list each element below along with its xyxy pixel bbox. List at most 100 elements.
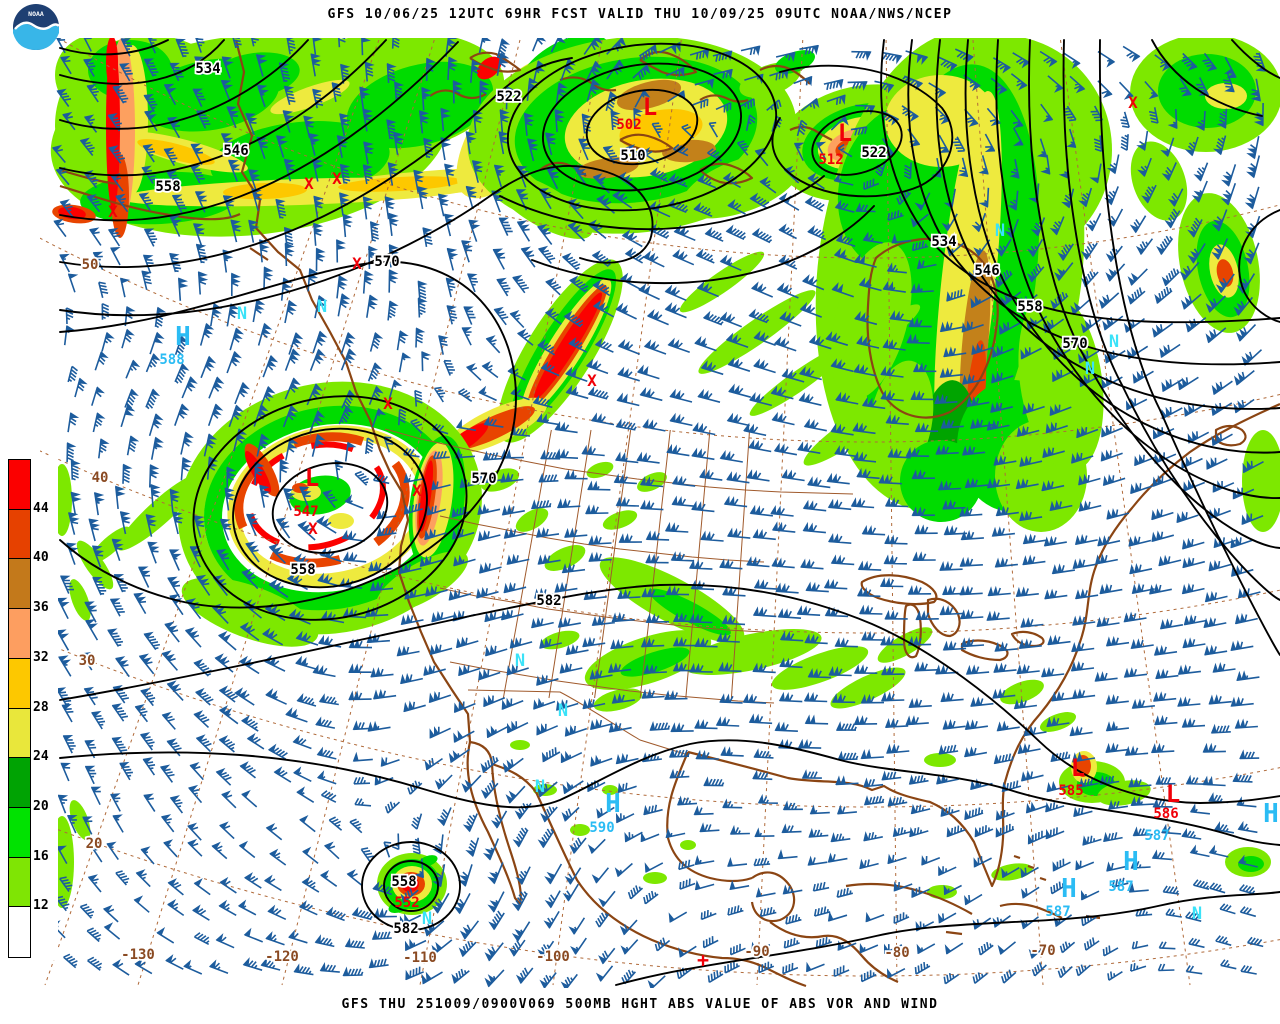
- colorbar-segment: [8, 508, 31, 560]
- neutral-marker: N: [995, 221, 1005, 241]
- contour-label: 534: [195, 61, 220, 77]
- low-height-value: 585: [1058, 783, 1083, 799]
- longitude-label: -110: [403, 950, 437, 966]
- high-height-value: 588: [159, 352, 184, 368]
- high-height-value: 590: [589, 820, 614, 836]
- colorbar-tick-label: 44: [33, 500, 49, 516]
- contour-label: 570: [1062, 336, 1087, 352]
- contour-label: 558: [391, 874, 416, 890]
- colorbar-segment: [8, 806, 31, 858]
- low-height-value: 512: [818, 152, 843, 168]
- colorbar-tick-label: 36: [33, 600, 49, 616]
- wind-barbs: [50, 38, 1267, 988]
- contour-label: 582: [536, 593, 561, 609]
- colorbar-legend: 44 40 36 32 28 24 20 16 12: [6, 456, 58, 960]
- contour-label: 570: [374, 254, 399, 270]
- longitude-label: -80: [884, 945, 909, 961]
- vorticity-max-icon: X: [108, 202, 118, 221]
- noaa-logo-sea: [13, 23, 59, 50]
- longitude-label: -90: [744, 944, 769, 960]
- contour-label: 558: [155, 179, 180, 195]
- high-pressure-icon: H: [1123, 847, 1139, 877]
- neutral-marker: N: [535, 777, 545, 797]
- low-pressure-icon: L: [1166, 780, 1180, 808]
- neutral-marker: N: [422, 909, 432, 929]
- neutral-marker: N: [558, 701, 568, 721]
- high-pressure-icon: H: [175, 322, 191, 352]
- contour-label: 534: [931, 234, 956, 250]
- plus-marker: +: [697, 948, 709, 972]
- low-height-value: 502: [616, 117, 641, 133]
- contour-label: 522: [496, 89, 521, 105]
- vorticity-max-icon: X: [308, 519, 318, 538]
- map-footer-title: GFS THU 251009/0900V069 500MB HGHT ABS V…: [341, 997, 939, 1012]
- vorticity-max-icon: X: [587, 371, 597, 390]
- longitude-label: -100: [536, 949, 570, 965]
- contour-label: 546: [974, 263, 999, 279]
- high-height-value: 587: [1045, 904, 1070, 920]
- colorbar-tick-label: 40: [33, 550, 49, 566]
- contour-label: 522: [861, 145, 886, 161]
- neutral-marker: N: [317, 297, 327, 317]
- low-height-value: 586: [1153, 806, 1178, 822]
- longitude-label: -130: [121, 947, 155, 963]
- colorbar-tick-label: 12: [33, 898, 49, 914]
- colorbar-segment: [8, 558, 31, 610]
- latitude-label: 50: [82, 257, 99, 273]
- colorbar-segment: [8, 707, 31, 759]
- high-height-value: 587: [1108, 879, 1133, 895]
- latitude-label: 30: [79, 653, 96, 669]
- longitude-label: -120: [265, 949, 299, 965]
- map-labels: 534 546 558 522 510 570 522 534 546 558 570 570 582 5…: [77, 59, 1279, 972]
- high-pressure-icon: H: [1263, 799, 1279, 829]
- latitude-label: 40: [92, 470, 109, 486]
- neutral-marker: N: [237, 304, 247, 324]
- contour-label: 582: [393, 921, 418, 937]
- contour-label: 546: [223, 143, 248, 159]
- neutral-marker: N: [515, 651, 525, 671]
- neutral-marker: N: [1192, 904, 1202, 924]
- noaa-gull-icon: [14, 21, 60, 30]
- colorbar-segment: [8, 459, 31, 510]
- latitude-label: 20: [86, 836, 103, 852]
- colorbar-segment: [8, 657, 31, 709]
- colorbar-tick-label: 28: [33, 699, 49, 715]
- low-height-value: 547: [293, 504, 318, 520]
- contour-label: 558: [1017, 299, 1042, 315]
- low-pressure-icon: L: [1071, 754, 1085, 782]
- noaa-logo: NOAA: [13, 4, 60, 50]
- colorbar-segment: [8, 757, 31, 808]
- colorbar-tick-label: 24: [33, 749, 49, 765]
- low-pressure-icon: L: [838, 119, 852, 147]
- colorbar-segment: [8, 906, 31, 958]
- high-pressure-icon: H: [1061, 874, 1077, 904]
- high-height-value: 587: [1144, 828, 1169, 844]
- colorbar-tick-label: 16: [33, 848, 49, 864]
- vorticity-max-icon: X: [332, 169, 342, 188]
- noaa-logo-text: NOAA: [28, 10, 44, 18]
- high-pressure-icon: H: [605, 789, 621, 819]
- vorticity-max-icon: X: [1128, 93, 1138, 112]
- low-height-value: 552: [394, 895, 419, 911]
- contour-label: 510: [620, 148, 645, 164]
- vorticity-max-icon: X: [383, 394, 393, 413]
- map-title: GFS 10/06/25 12UTC 69HR FCST VALID THU 1…: [327, 7, 953, 22]
- neutral-marker: N: [1109, 332, 1119, 352]
- height-contours: [59, 39, 1280, 986]
- low-pressure-icon: L: [305, 464, 319, 492]
- colorbar-tick-label: 32: [33, 649, 49, 665]
- longitude-label: -70: [1030, 943, 1055, 959]
- vorticity-max-icon: X: [412, 481, 422, 500]
- contour-label: 558: [290, 562, 315, 578]
- contour-label: 570: [471, 471, 496, 487]
- colorbar-tick-label: 20: [33, 798, 49, 814]
- low-pressure-icon: L: [643, 93, 657, 121]
- vorticity-max-icon: X: [304, 174, 314, 193]
- colorbar-segment: [8, 608, 31, 659]
- neutral-marker: N: [1085, 359, 1095, 379]
- colorbar-segment: [8, 856, 31, 908]
